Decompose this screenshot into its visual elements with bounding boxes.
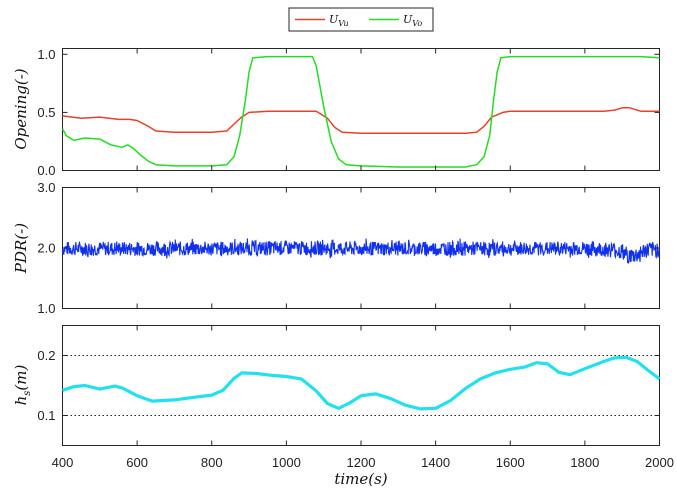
ytick-label: 2.0 (37, 241, 55, 256)
xtick-label: 1000 (272, 455, 301, 470)
xtick-label: 600 (126, 455, 148, 470)
panel-hs-xlabel: time(s) (334, 470, 387, 488)
ytick-label: 3.0 (37, 180, 55, 195)
legend: UVu UVo (288, 7, 434, 32)
panel-hs-gridlines (62, 355, 660, 416)
series-line-u-vu (62, 107, 660, 135)
panel-hs: 0.1 0.2 400 600 800 1000 1200 1400 1600 1800 2000… (12, 325, 674, 488)
panel-hs-xticks: 400 600 800 1000 1200 1400 1600 1800 2000 (52, 455, 674, 470)
ytick-label: 0.2 (37, 348, 55, 363)
series-line-pdr (61, 238, 660, 264)
series-line-series-0 (62, 355, 661, 411)
panel-opening-frame (62, 48, 660, 171)
legend-box (288, 7, 434, 32)
panel-pdr: 1.0 2.0 3.0 PDR(-) (12, 180, 660, 316)
ytick-label: 0.1 (37, 408, 55, 423)
panel-hs-ylabel: hs(m) (12, 364, 33, 405)
xtick-label: 800 (201, 455, 223, 470)
ytick-label: 1.0 (37, 47, 55, 62)
series-line-u-vo (61, 55, 660, 168)
panel-pdr-yticks: 1.0 2.0 3.0 (37, 180, 660, 316)
xtick-label: 1800 (570, 455, 599, 470)
xtick-label: 1400 (421, 455, 450, 470)
panel-opening-series (61, 55, 660, 168)
panel-pdr-ylabel: PDR(-) (12, 223, 30, 274)
panel-opening-ylabel: Opening(-) (12, 68, 30, 149)
xtick-label: 2000 (645, 455, 674, 470)
xtick-label: 1600 (496, 455, 525, 470)
ytick-label: 1.0 (37, 301, 55, 316)
panel-hs-yticks: 0.1 0.2 (37, 325, 660, 446)
panel-opening-yticks: 0.0 0.5 1.0 (37, 47, 660, 178)
ytick-label: 0.5 (37, 105, 55, 120)
panel-opening: 0.0 0.5 1.0 Opening(-) (12, 47, 660, 178)
panel-hs-series (62, 355, 661, 411)
panel-hs-frame (62, 325, 660, 446)
panel-pdr-series (61, 238, 660, 264)
xtick-label: 400 (52, 455, 74, 470)
ytick-label: 0.0 (37, 163, 55, 178)
xtick-label: 1200 (347, 455, 376, 470)
